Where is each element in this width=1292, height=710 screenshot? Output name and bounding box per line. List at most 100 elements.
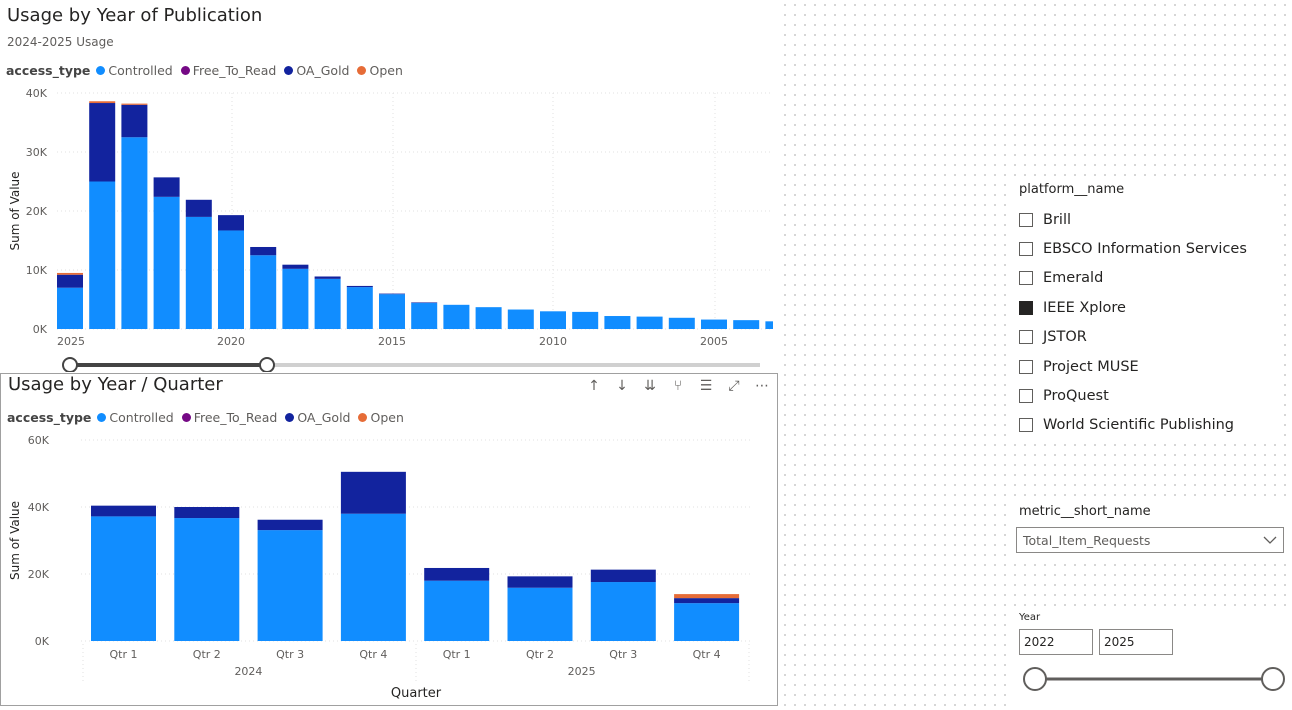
platform-option[interactable]: JSTOR (1010, 323, 1280, 352)
bar-segment (379, 294, 405, 329)
bar-segment (314, 278, 341, 329)
chart2-legend: access_type Controlled Free_To_Read OA_G… (7, 410, 412, 425)
checkbox-icon[interactable] (1019, 389, 1033, 404)
legend-item-controlled[interactable]: Controlled (97, 410, 174, 425)
platform-option[interactable]: World Scientific Publishing (1010, 411, 1280, 440)
bar-segment (411, 302, 438, 304)
legend-item-open[interactable]: Open (358, 410, 404, 425)
checkbox-checked-icon[interactable] (1019, 300, 1033, 315)
y-tick-label: 10K (26, 264, 48, 277)
x-tick-label: Qtr 4 (693, 648, 721, 661)
expand-hierarchy-icon[interactable]: ⑂ (673, 378, 683, 394)
y-tick-label: 0K (35, 635, 50, 648)
filter-icon[interactable]: ☰ (699, 378, 713, 394)
metric-slicer: metric__short_name Total_Item_Requests (1010, 498, 1290, 560)
checkbox-icon[interactable] (1019, 212, 1033, 227)
arrow-up-icon[interactable]: ↑ (588, 378, 600, 394)
bar-segment (346, 285, 373, 288)
chart1-plot[interactable]: 0K 10K 20K 30K 40K Sum of Value 2025 2020 2015 20… (0, 0, 782, 372)
bar-segment (590, 569, 656, 583)
bar-segment (590, 582, 656, 641)
chart1-title: Usage by Year of Publication (7, 5, 263, 26)
usage-by-year-of-publication-visual[interactable]: Usage by Year of Publication 2024-2025 U… (0, 0, 782, 372)
legend-dot-icon (180, 66, 190, 75)
legend-item-controlled[interactable]: Controlled (96, 63, 173, 78)
bar-segment (443, 304, 470, 329)
chart1-subtitle: 2024-2025 Usage (7, 35, 114, 49)
legend-dot-icon (181, 413, 191, 422)
bar-segment (572, 311, 599, 329)
x-tick-label: Qtr 3 (609, 648, 637, 661)
bar-segment (636, 316, 663, 329)
platform-option[interactable]: IEEE Xplore (1010, 293, 1280, 322)
legend-item-free-to-read[interactable]: Free_To_Read (181, 410, 278, 425)
more-options-icon[interactable]: ⋯ (755, 378, 769, 394)
platform-slicer: platform__name Brill EBSCO Information Se… (1010, 176, 1280, 436)
platform-option[interactable]: Brill (1010, 205, 1280, 234)
year-slider-start-handle[interactable] (1023, 667, 1047, 691)
metric-dropdown[interactable]: Total_Item_Requests (1016, 527, 1284, 553)
chart2-plot[interactable]: 0K 20K 40K 60K Sum of Value Qtr 1 Qtr 2 Qtr 3 Qt… (1, 374, 777, 705)
year-slicer-title: Year (1019, 612, 1041, 623)
legend-label: Open (369, 63, 403, 78)
x-tick-label: 2010 (539, 335, 567, 348)
legend-label: OA_Gold (297, 410, 351, 425)
checkbox-icon[interactable] (1019, 271, 1033, 286)
legend-dot-icon (284, 66, 294, 75)
bar-segment (314, 276, 341, 279)
year-to-input[interactable]: 2025 (1099, 629, 1173, 655)
legend-item-oa-gold[interactable]: OA_Gold (285, 410, 350, 425)
platform-option[interactable]: EBSCO Information Services (1010, 234, 1280, 263)
legend-item-free-to-read[interactable]: Free_To_Read (180, 63, 276, 78)
platform-option-label: ProQuest (1043, 388, 1109, 405)
x-tick-label: 2020 (217, 335, 245, 348)
legend-dot-icon (285, 413, 295, 422)
usage-by-year-quarter-visual[interactable]: Usage by Year / Quarter ↑ ↓ ⇊ ⑂ ☰ ⤢ ⋯ ac… (0, 373, 778, 706)
bar-segment (174, 518, 240, 641)
legend-item-open[interactable]: Open (357, 63, 403, 78)
bar-segment (733, 320, 760, 329)
year-slider-end-handle[interactable] (1261, 667, 1285, 691)
legend-item-oa-gold[interactable]: OA_Gold (284, 63, 349, 78)
platform-option[interactable]: Emerald (1010, 264, 1280, 293)
platform-option-label: EBSCO Information Services (1043, 241, 1247, 258)
double-arrow-down-icon[interactable]: ⇊ (644, 378, 656, 394)
legend-label: Free_To_Read (193, 410, 278, 425)
bar-segment (218, 215, 244, 231)
year-from-input[interactable]: 2022 (1019, 629, 1093, 655)
legend-dot-icon (96, 66, 106, 75)
bar-segment (340, 471, 406, 514)
platform-list: Brill EBSCO Information Services Emerald IE… (1010, 205, 1280, 440)
year-range-slider[interactable] (1010, 666, 1292, 706)
focus-mode-icon[interactable]: ⤢ (728, 378, 740, 394)
checkbox-icon[interactable] (1019, 359, 1033, 374)
bar-segment (340, 513, 406, 641)
y-tick-label: 0K (33, 323, 48, 336)
bar-segment (475, 307, 502, 329)
legend-label: OA_Gold (296, 63, 350, 78)
x-tick-label: 2015 (378, 335, 406, 348)
bar-segment (153, 177, 180, 197)
platform-option-label: Brill (1043, 211, 1071, 228)
checkbox-icon[interactable] (1019, 330, 1033, 345)
checkbox-icon[interactable] (1019, 242, 1033, 257)
bar-segment (507, 587, 573, 641)
bar-segment (218, 230, 244, 329)
platform-option[interactable]: Project MUSE (1010, 352, 1280, 381)
platform-slicer-title: platform__name (1019, 182, 1125, 197)
chart2-title: Usage by Year / Quarter (8, 374, 223, 395)
bar-segment (257, 519, 323, 531)
bar-segment (507, 309, 534, 329)
bar-segment (153, 196, 180, 329)
y-tick-label: 60K (28, 434, 50, 447)
x-tick-label: Qtr 4 (359, 648, 387, 661)
checkbox-icon[interactable] (1019, 418, 1033, 433)
bar-segment (346, 287, 373, 329)
bar-segment (57, 272, 83, 275)
x-tick-label: Qtr 1 (443, 648, 471, 661)
arrow-down-icon[interactable]: ↓ (616, 378, 628, 394)
x-tick-label: Qtr 1 (110, 648, 138, 661)
platform-option[interactable]: ProQuest (1010, 381, 1280, 410)
bar-segment (185, 199, 212, 217)
bar-segment (540, 311, 566, 329)
